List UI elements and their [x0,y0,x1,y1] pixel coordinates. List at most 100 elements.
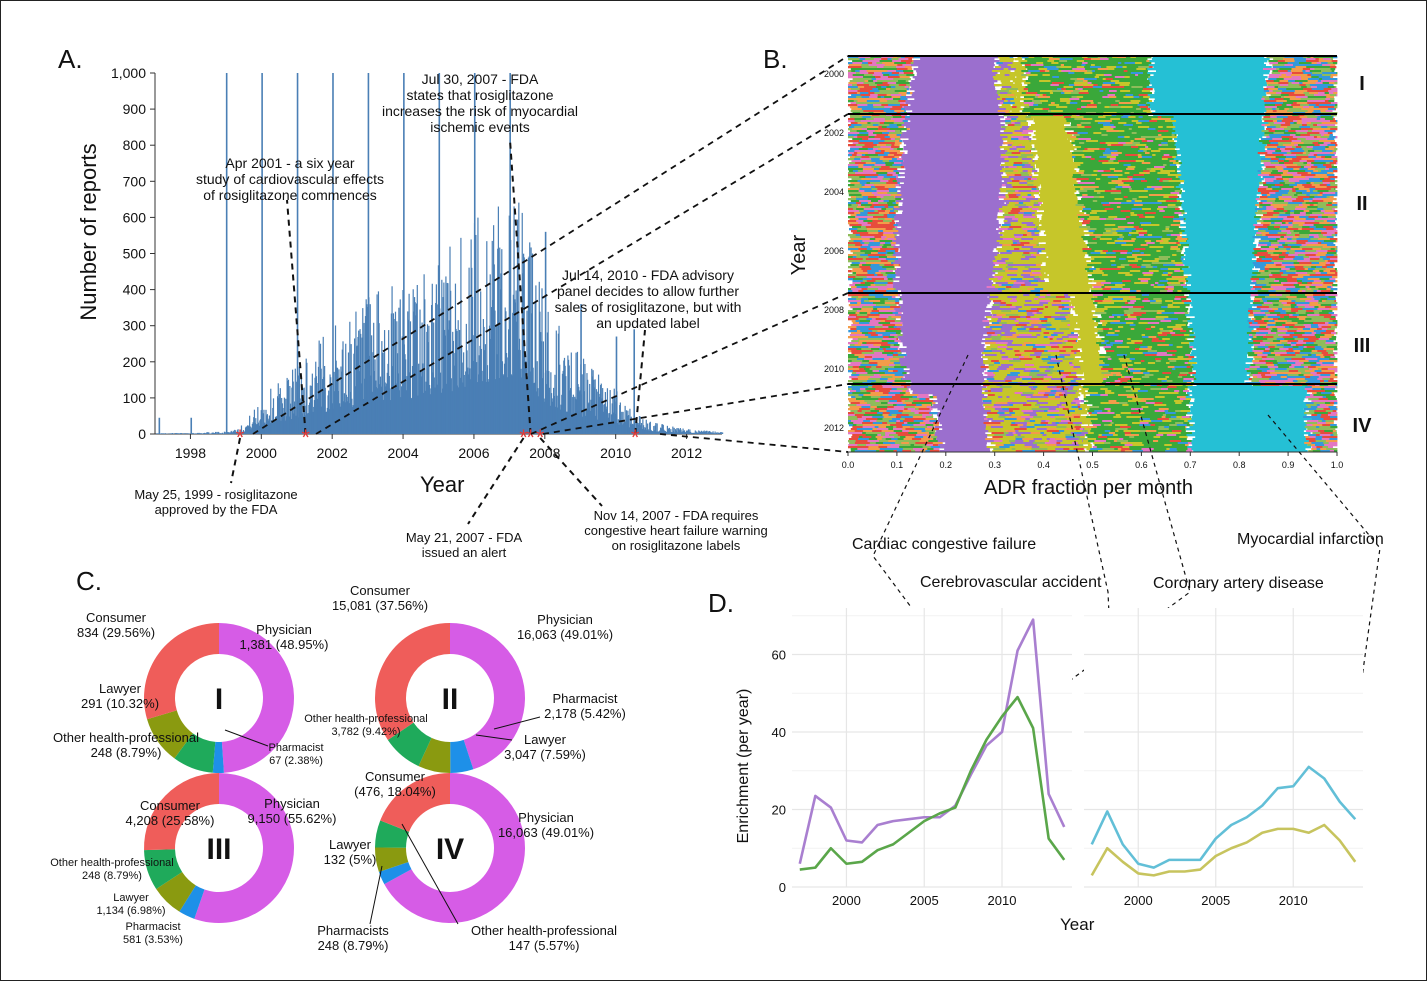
panel-a-bar [559,409,562,434]
adr-strip-segment [1315,188,1323,191]
adr-strip-segment [1268,202,1273,205]
adr-strip-segment [993,78,1004,81]
panel-a-bar [465,371,467,434]
panel-a-bar [288,416,290,434]
adr-strip-segment [877,80,887,83]
adr-strip-segment [1100,192,1108,195]
panel-a-spike-bar [296,73,299,434]
adr-strip-segment [1119,110,1132,113]
adr-strip-segment [1328,206,1336,209]
adr-strip-segment [1129,178,1133,181]
panel-a-bar [246,426,248,434]
adr-strip-segment [881,104,889,107]
adr-strip-segment [1293,230,1299,233]
adr-strip-segment [1035,134,1073,137]
adr-strip-segment [1325,98,1331,101]
adr-strip-segment [1082,208,1092,211]
adr-strip-segment [1119,126,1130,129]
panel-a-bar [516,219,519,434]
panel-a-bar [549,405,551,434]
adr-strip-segment [1031,158,1033,161]
adr-strip-segment [1152,130,1159,133]
adr-strip-segment [1316,162,1327,165]
adr-strip-segment [1126,104,1138,107]
adr-strip-segment [1175,160,1179,163]
adr-strip-segment [1307,90,1317,93]
adr-strip-segment [1106,252,1117,255]
panel-a-bar [594,379,596,434]
adr-strip-segment [1301,228,1315,231]
adr-strip-segment [1108,64,1116,67]
adr-strip-segment [1287,210,1291,213]
adr-strip-segment [1108,58,1120,61]
panel-a-bar [454,283,457,434]
panel-a-bar [398,390,401,434]
panel-a-bar [517,349,519,434]
adr-strip-segment [1000,226,1010,229]
adr-strip-segment [1324,118,1334,121]
adr-strip-segment [1313,154,1318,157]
adr-strip-segment [1325,162,1331,165]
adr-strip-segment [1133,222,1141,225]
adr-strip-segment [1296,156,1309,159]
panel-a-bar [234,429,236,434]
panel-a-bar [169,433,171,434]
adr-strip-segment [1134,212,1146,215]
adr-strip-segment [1272,110,1277,113]
adr-strip-segment [1267,258,1273,261]
adr-strip-segment [1161,134,1173,137]
adr-strip-segment [1323,120,1331,123]
adr-strip-segment [1110,118,1121,121]
adr-strip-segment [1039,70,1046,73]
adr-strip-segment [887,252,894,255]
adr-strip-segment [902,140,1004,143]
adr-strip-segment [1097,102,1102,105]
adr-strip-segment [1062,90,1074,93]
adr-strip-segment [1041,224,1083,227]
adr-strip-segment [1330,248,1336,251]
adr-strip-segment [1139,250,1151,253]
panel-a-bar [415,315,417,434]
adr-strip-segment [1045,248,1085,251]
adr-strip-segment [1119,224,1124,227]
adr-strip-segment [1280,152,1288,155]
adr-strip-segment [850,122,858,125]
adr-strip-segment [1326,186,1338,189]
annotation-alert: May 21, 2007 - FDA issued an alert [406,530,523,560]
adr-strip-segment [1291,152,1304,155]
adr-strip-segment [877,192,888,195]
adr-strip-segment [1319,144,1328,147]
panel-a-bar [674,429,677,434]
adr-strip-segment [1139,106,1149,109]
panel-a-bar [368,355,371,434]
adr-strip-segment [1292,236,1300,239]
panel-a-bar [316,382,318,434]
adr-strip-segment [1091,244,1102,247]
adr-strip-segment [1139,192,1150,195]
adr-strip-segment [1272,170,1279,173]
panel-a-bar [462,382,464,434]
adr-strip-segment [1029,242,1035,245]
adr-strip-segment [860,204,873,207]
adr-strip-segment [1091,82,1099,85]
adr-strip-segment [1027,178,1032,181]
adr-strip-segment [1027,68,1040,71]
panel-a-bar [398,307,400,434]
adr-strip-segment [1179,216,1262,219]
adr-strip-segment [1024,178,1029,181]
adr-strip-segment [848,100,855,103]
adr-strip-segment [1004,158,1011,161]
adr-strip-segment [1144,174,1150,177]
adr-strip-segment [1087,228,1097,231]
panel-a-bar [445,383,448,434]
adr-strip-segment [1120,90,1131,93]
adr-strip-segment [872,110,885,113]
adr-strip-segment [1078,172,1085,175]
panel-a-y-tick-label: 300 [123,318,147,334]
adr-strip-segment [1120,220,1127,223]
adr-strip-segment [1115,82,1121,85]
adr-strip-segment [1323,88,1332,91]
adr-strip-segment [1312,212,1325,215]
adr-strip-segment [1170,136,1177,139]
adr-strip-segment [1121,78,1128,81]
